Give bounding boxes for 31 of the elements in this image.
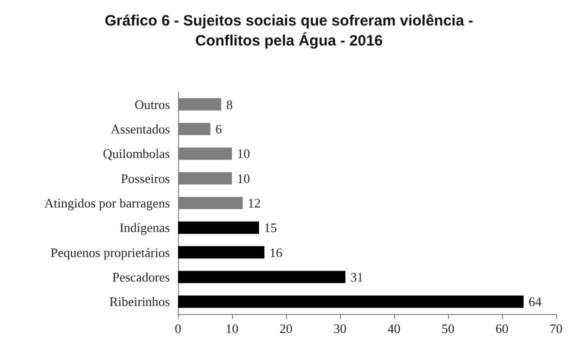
y-tick-label: Pescadores: [112, 270, 170, 284]
bar: [178, 270, 346, 284]
y-tick-label: Atingidos por barragens: [44, 196, 170, 210]
x-tick-label: 30: [334, 321, 346, 336]
x-tick-label: 0: [174, 321, 182, 336]
y-tick-label: Quilombolas: [102, 146, 170, 162]
bar: [178, 222, 259, 234]
data-label: 6: [215, 122, 222, 136]
x-tick-label: 50: [442, 321, 454, 336]
y-tick-label: Posseiros: [120, 170, 170, 186]
x-tick-label: 40: [388, 321, 400, 336]
bar: [178, 246, 264, 258]
chart-title: Gráfico 6 - Sujeitos sociais que sofreram violência - Conflitos pela Água - 2016: [104, 12, 474, 50]
data-label: 64: [528, 294, 542, 310]
x-tick-label: 10: [226, 321, 238, 336]
data-label: 16: [269, 244, 283, 260]
y-tick-label: Outros: [134, 96, 170, 112]
y-tick-label: Ribeirinhos: [109, 294, 170, 310]
x-tick-label: 70: [550, 321, 562, 336]
y-tick-label: Assentados: [110, 122, 170, 136]
data-label: 12: [248, 196, 261, 210]
data-label: 15: [264, 220, 277, 236]
x-tick-label: 60: [496, 321, 508, 336]
y-tick-label: Pequenos proprietários: [50, 244, 170, 260]
data-label: 31: [350, 270, 364, 284]
data-label: 10: [237, 146, 250, 162]
y-tick-label: Indígenas: [119, 220, 170, 236]
bar: [178, 296, 524, 308]
x-tick-label: 20: [280, 321, 292, 336]
data-label: 8: [226, 96, 233, 112]
data-label: 10: [237, 170, 250, 186]
